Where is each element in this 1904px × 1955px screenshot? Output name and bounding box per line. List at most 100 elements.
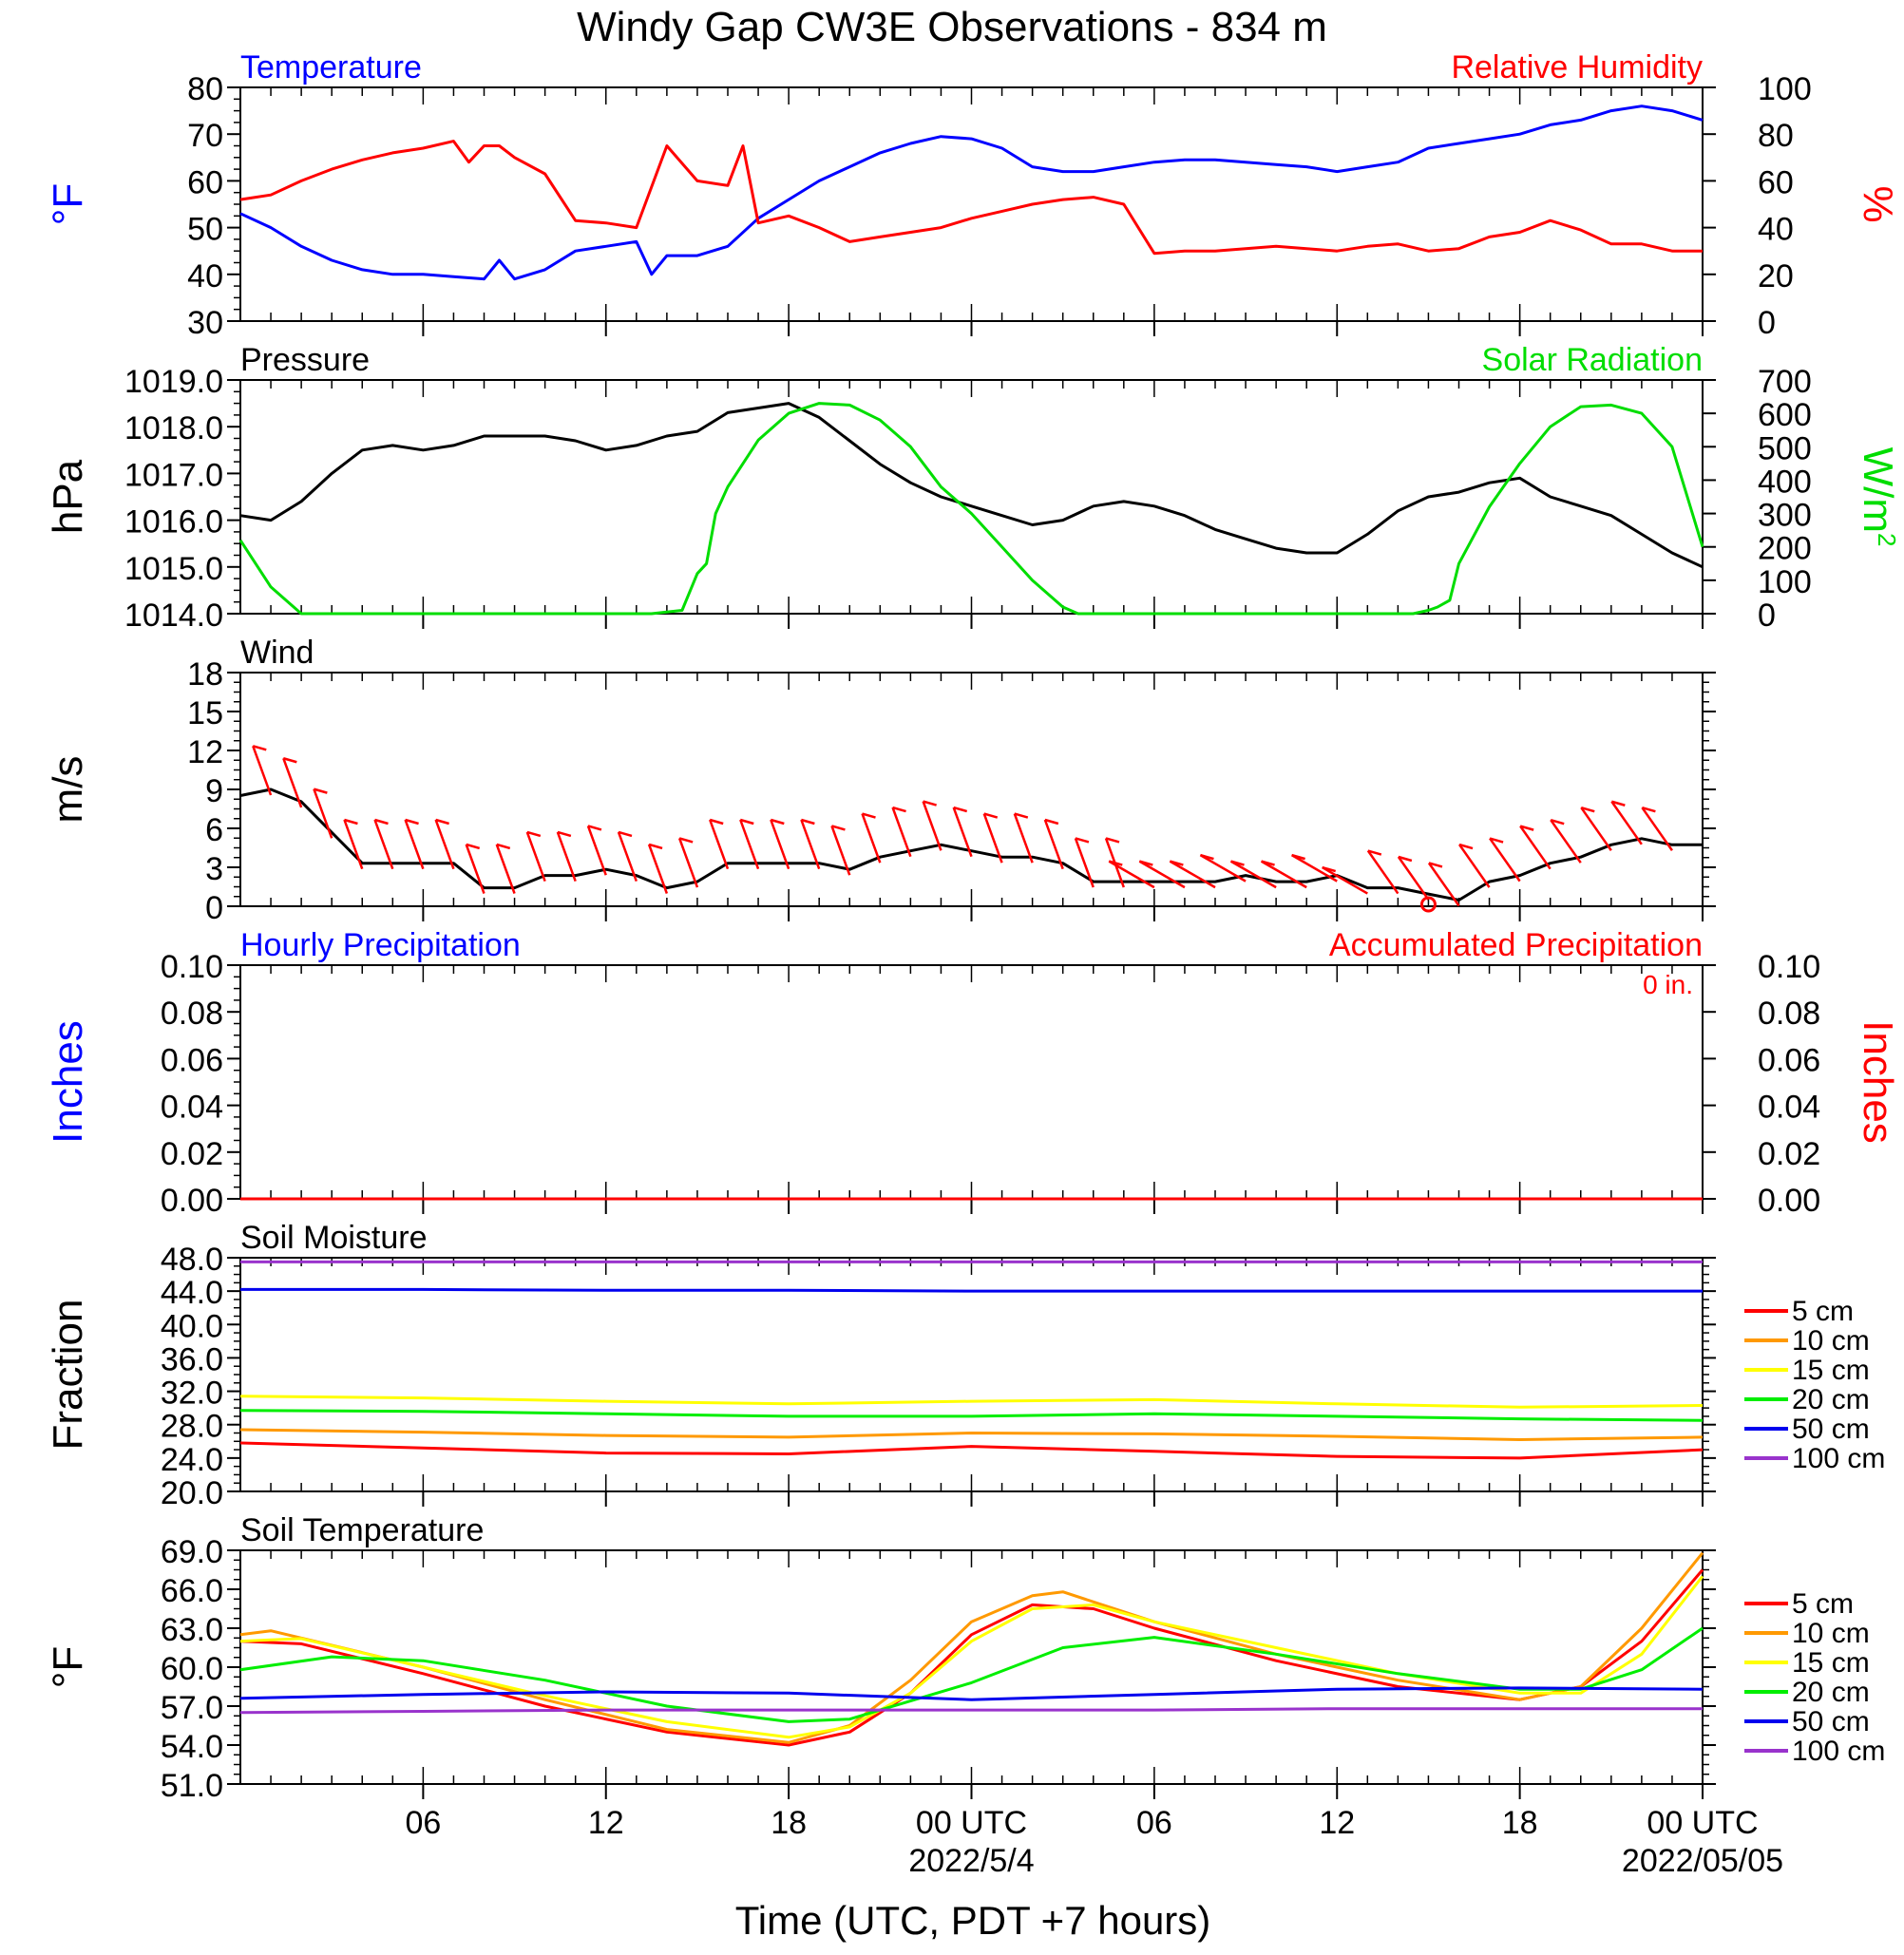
wind-barb-flag xyxy=(526,830,542,838)
wind-barb xyxy=(1169,860,1216,889)
wind-barb xyxy=(739,819,760,870)
wind-barb-flag xyxy=(953,806,968,813)
x-tick-label: 18 xyxy=(1502,1805,1538,1841)
y-tick-label-left: 69.0 xyxy=(161,1534,223,1570)
panel-title-left: Temperature xyxy=(240,49,422,85)
wind-barb xyxy=(861,813,882,864)
y-tick-label-right: 0 xyxy=(1758,305,1776,341)
legend-label: 50 cm xyxy=(1792,1706,1870,1737)
wind-barb-flag xyxy=(1200,853,1214,861)
wind-barb xyxy=(677,837,699,888)
legend-label: 10 cm xyxy=(1792,1325,1870,1357)
y-tick-label-right: 0.08 xyxy=(1758,996,1820,1032)
y-tick-label-left: 0.04 xyxy=(161,1090,223,1126)
figure-title: Windy Gap CW3E Observations - 834 m xyxy=(577,4,1327,50)
wind-barb-flag xyxy=(1044,818,1059,826)
wind-barb-flag xyxy=(1367,849,1382,856)
y-tick-label-left: 60.0 xyxy=(161,1651,223,1687)
y-tick-label-left: 60 xyxy=(187,164,223,200)
series-line-15-cm xyxy=(239,1395,1704,1409)
wind-barb-flag xyxy=(466,843,481,850)
y-tick-label-left: 44.0 xyxy=(161,1275,223,1311)
y-tick-label-left: 57.0 xyxy=(161,1690,223,1726)
legend-label: 20 cm xyxy=(1792,1384,1870,1415)
wind-barb xyxy=(1641,807,1673,851)
series-line-20-cm xyxy=(239,1409,1704,1422)
panel-title-right: Relative Humidity xyxy=(1451,49,1703,85)
y-axis-label-right: W/m2 xyxy=(1855,447,1901,547)
wind-barb-flag xyxy=(314,788,328,794)
panel-2: 1014.0 1015.0 1016.0 1017.0 1018.0 1019.0 0100… xyxy=(45,342,1901,634)
wind-barb xyxy=(1550,819,1582,864)
calm-wind-marker xyxy=(1419,896,1437,913)
wind-barb-flag xyxy=(1291,853,1305,861)
accumulated-value-label: 0 in. xyxy=(1643,970,1693,999)
x-tick-label: 06 xyxy=(1136,1805,1172,1841)
wind-barb xyxy=(373,819,394,870)
panel-1: 30 40 50 60 70 80 0 20 40 60 80 100 Temperature Relat… xyxy=(45,49,1901,341)
x-tick-label: 18 xyxy=(771,1805,807,1841)
wind-barb-flag xyxy=(252,745,267,751)
wind-barb xyxy=(434,819,455,870)
wind-barb xyxy=(1322,865,1368,895)
x-date-label: 2022/5/4 xyxy=(908,1843,1034,1879)
y-tick-label-left: 63.0 xyxy=(161,1612,223,1648)
y-tick-label-right: 0.02 xyxy=(1758,1136,1820,1172)
y-axis-label-left: °F xyxy=(45,183,91,225)
x-tick-label: 06 xyxy=(405,1805,441,1841)
y-tick-label-right: 0.06 xyxy=(1758,1042,1820,1078)
wind-barb-flag xyxy=(1550,818,1565,826)
wind-barb xyxy=(1108,860,1155,889)
panel-title-right: Accumulated Precipitation xyxy=(1329,927,1703,963)
y-tick-label-right: 40 xyxy=(1758,212,1794,248)
legend-label: 100 cm xyxy=(1792,1443,1885,1474)
series-line-wind-speed xyxy=(239,788,1703,902)
y-tick-label-left: 50 xyxy=(187,212,223,248)
wind-barb xyxy=(586,826,607,876)
y-tick-label-right: 600 xyxy=(1758,397,1812,433)
y-tick-label-left: 12 xyxy=(187,734,223,770)
wind-barb xyxy=(647,844,669,895)
y-tick-label-left: 20.0 xyxy=(161,1475,223,1511)
y-tick-label-left: 1019.0 xyxy=(124,364,223,400)
y-tick-label-left: 1014.0 xyxy=(124,598,223,634)
y-tick-label-left: 18 xyxy=(187,656,223,693)
wind-barb xyxy=(1138,860,1186,889)
wind-barb-flag xyxy=(739,818,754,826)
series-line-10-cm xyxy=(239,1551,1704,1744)
y-tick-label-left: 48.0 xyxy=(161,1242,223,1278)
wind-barb-flag xyxy=(1580,807,1595,813)
wind-barb xyxy=(556,831,577,883)
y-tick-label-left: 30 xyxy=(187,305,223,341)
series-line-10-cm xyxy=(239,1428,1704,1441)
y-axis-label-left: hPa xyxy=(45,459,91,534)
wind-barb xyxy=(1260,860,1307,889)
wind-barb xyxy=(465,844,486,895)
wind-barb-flag xyxy=(770,818,785,826)
x-tick-label: 00 UTC xyxy=(916,1805,1027,1841)
y-tick-label-left: 0.06 xyxy=(161,1042,223,1078)
y-tick-label-left: 40.0 xyxy=(161,1308,223,1344)
wind-barb xyxy=(1489,837,1521,883)
y-tick-label-right: 300 xyxy=(1758,498,1812,534)
wind-barb xyxy=(1229,860,1277,889)
y-tick-label-left: 28.0 xyxy=(161,1409,223,1445)
wind-barb-flag xyxy=(862,812,876,819)
wind-barb-flag xyxy=(1261,860,1275,866)
wind-barb xyxy=(1199,854,1247,883)
y-tick-label-left: 80 xyxy=(187,71,223,107)
wind-barb-flag xyxy=(892,806,906,813)
y-tick-label-left: 66.0 xyxy=(161,1573,223,1609)
wind-barb-flag xyxy=(282,757,297,764)
legend-label: 15 cm xyxy=(1792,1355,1870,1386)
wind-barb-flag xyxy=(1610,800,1626,807)
y-tick-label-right: 0.04 xyxy=(1758,1090,1820,1126)
wind-barb xyxy=(800,819,821,870)
wind-barb xyxy=(1043,819,1064,870)
y-tick-label-left: 0.02 xyxy=(161,1136,223,1172)
wind-barb xyxy=(404,819,425,870)
wind-barb-flag xyxy=(1170,860,1184,866)
wind-barb xyxy=(1519,825,1552,870)
